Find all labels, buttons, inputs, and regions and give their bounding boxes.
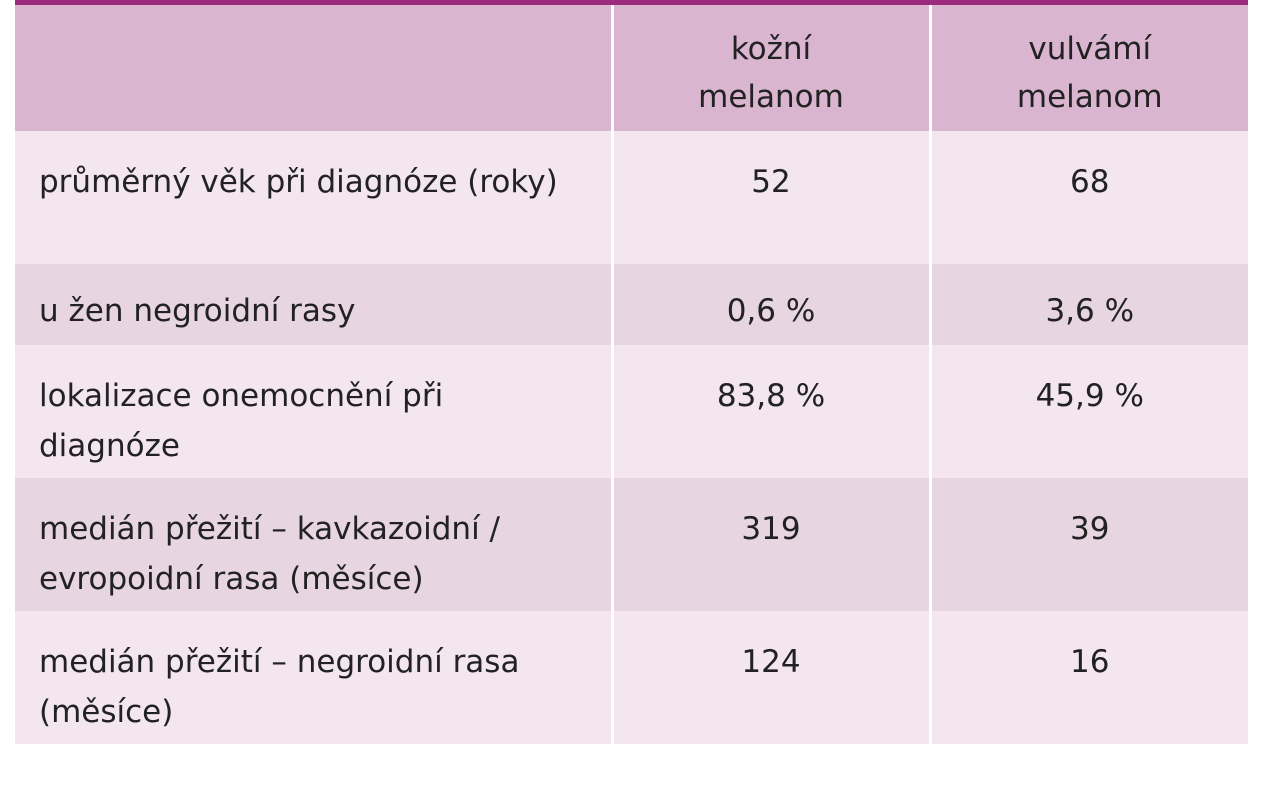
cell-value: 124 [610,611,930,744]
cell-value: 83,8 % [610,345,930,478]
row: medián přežití – kavkazoidní / evropoidn… [15,478,1248,611]
cell-value: 3,6 % [928,264,1248,345]
cell-value: 68 [928,131,1248,264]
header-row: kožní melanom vulvámí melanom [15,5,1248,131]
table-frame: kožní melanom vulvámí melanom průměrný v… [15,0,1248,744]
header-text: vulvámí melanom [1016,31,1163,115]
row-label: u žen negroidní rasy [15,264,612,345]
header-cell: kožní melanom [610,5,930,131]
row: medián přežití – negroidní rasa (měsíce)… [15,611,1248,744]
header-cell [15,5,612,131]
table: kožní melanom vulvámí melanom průměrný v… [15,5,1248,744]
row: lokalizace onemocnění při diagnóze 83,8 … [15,345,1248,478]
row-label: lokalizace onemocnění při diagnóze [15,345,612,478]
cell-value: 16 [928,611,1248,744]
row-label: průměrný věk při diagnóze (roky) [15,131,612,264]
row-label: medián přežití – negroidní rasa (měsíce) [15,611,612,744]
cell-value: 0,6 % [610,264,930,345]
header-cell: vulvámí melanom [928,5,1248,131]
cell-value: 52 [610,131,930,264]
row: u žen negroidní rasy 0,6 % 3,6 % [15,264,1248,345]
cell-value: 45,9 % [928,345,1248,478]
header-text: kožní melanom [698,31,844,115]
cell-value: 39 [928,478,1248,611]
row-label: medián přežití – kavkazoidní / evropoidn… [15,478,612,611]
cell-value: 319 [610,478,930,611]
row: průměrný věk při diagnóze (roky) 52 68 [15,131,1248,264]
